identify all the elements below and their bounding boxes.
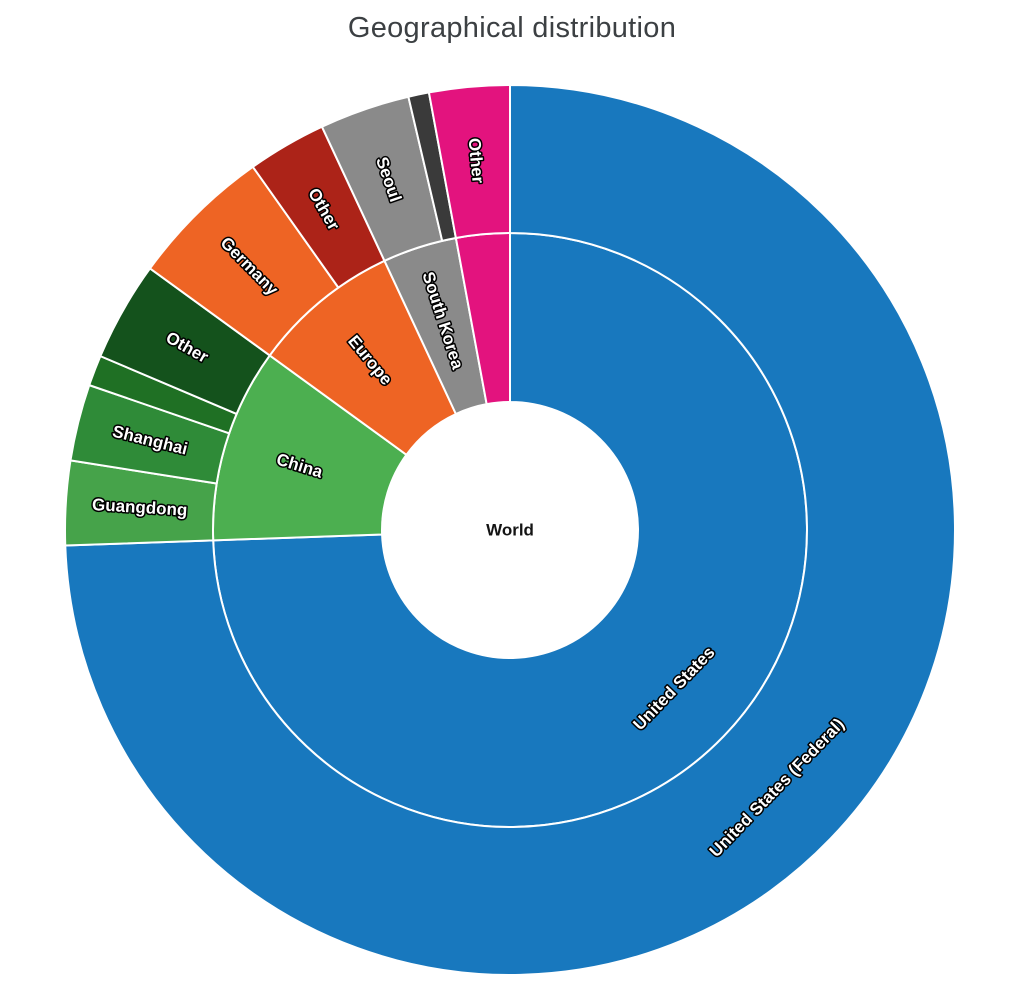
chart-title: Geographical distribution bbox=[347, 12, 677, 44]
center-label: World bbox=[486, 521, 534, 540]
segment-other[interactable] bbox=[427, 84, 511, 239]
segment-world[interactable] bbox=[382, 402, 638, 658]
segment-united-states-federal[interactable] bbox=[64, 84, 956, 976]
